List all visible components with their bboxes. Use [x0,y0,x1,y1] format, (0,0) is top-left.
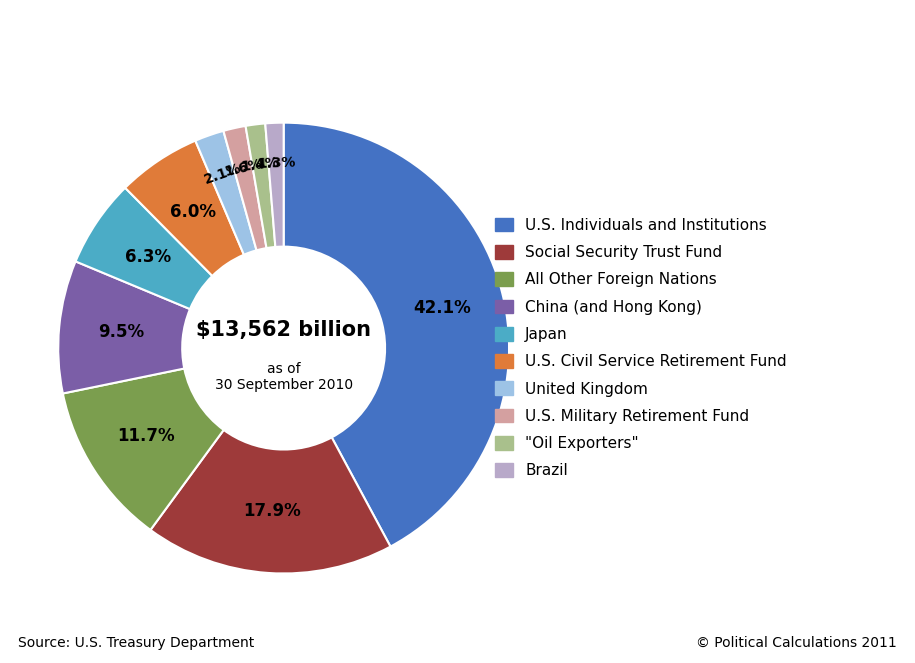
Text: 42.1%: 42.1% [414,299,471,317]
Text: 6.0%: 6.0% [169,204,216,221]
Wedge shape [245,123,275,248]
Wedge shape [150,430,391,573]
Text: 9.5%: 9.5% [98,324,144,341]
Wedge shape [125,141,244,276]
Text: © Political Calculations 2011: © Political Calculations 2011 [696,636,897,650]
Text: 1.4%: 1.4% [241,155,281,174]
Wedge shape [195,131,256,255]
Text: 17.9%: 17.9% [243,502,301,520]
Text: as of
30 September 2010: as of 30 September 2010 [215,362,352,392]
Text: 6.3%: 6.3% [125,248,171,266]
Wedge shape [59,261,190,393]
Text: 1.6%: 1.6% [223,156,264,179]
Wedge shape [265,123,284,247]
Text: 1.3%: 1.3% [256,156,296,171]
Text: $13,562 billion: $13,562 billion [196,320,371,340]
Wedge shape [223,126,266,251]
Text: Source: U.S. Treasury Department: Source: U.S. Treasury Department [18,636,254,650]
Wedge shape [76,188,212,309]
Legend: U.S. Individuals and Institutions, Social Security Trust Fund, All Other Foreign: U.S. Individuals and Institutions, Socia… [489,211,793,485]
Wedge shape [63,369,223,530]
Text: 2.1%: 2.1% [202,160,243,186]
Text: 11.7%: 11.7% [117,428,175,446]
Wedge shape [284,123,509,546]
